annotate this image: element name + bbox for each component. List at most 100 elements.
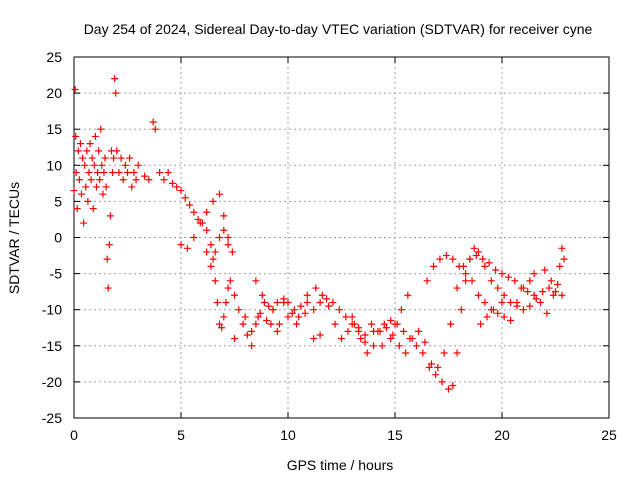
data-point bbox=[539, 288, 547, 296]
data-point bbox=[226, 277, 234, 285]
x-tick-label: 15 bbox=[387, 427, 403, 443]
data-point bbox=[145, 176, 153, 184]
data-point bbox=[387, 317, 395, 325]
data-point bbox=[164, 169, 172, 177]
y-tick-label: 15 bbox=[46, 121, 62, 137]
x-tick-label: 0 bbox=[70, 427, 78, 443]
data-point bbox=[231, 291, 238, 299]
data-point bbox=[243, 331, 251, 339]
data-point bbox=[248, 342, 256, 350]
data-point bbox=[425, 363, 433, 371]
data-point bbox=[556, 262, 564, 270]
data-point bbox=[86, 140, 94, 148]
data-point bbox=[258, 291, 266, 299]
data-point bbox=[537, 298, 545, 306]
data-point bbox=[329, 298, 337, 306]
data-points bbox=[70, 75, 568, 393]
data-point bbox=[267, 320, 275, 328]
data-point bbox=[91, 132, 99, 140]
data-point bbox=[80, 219, 88, 227]
data-point bbox=[260, 298, 268, 306]
data-point bbox=[216, 190, 224, 198]
data-point bbox=[239, 320, 247, 328]
data-point bbox=[203, 248, 211, 256]
data-point bbox=[511, 277, 519, 285]
data-point bbox=[213, 298, 221, 306]
data-point bbox=[474, 291, 482, 299]
data-point bbox=[92, 183, 100, 191]
data-point bbox=[109, 169, 117, 177]
data-point bbox=[335, 306, 343, 314]
data-point bbox=[181, 194, 189, 202]
data-point bbox=[112, 89, 120, 97]
data-point bbox=[507, 298, 515, 306]
data-point bbox=[449, 382, 457, 390]
data-point bbox=[367, 320, 375, 328]
data-point bbox=[415, 327, 423, 335]
data-point bbox=[121, 161, 129, 169]
data-point bbox=[331, 320, 339, 328]
data-point bbox=[88, 154, 96, 162]
data-point bbox=[363, 349, 371, 357]
data-point bbox=[211, 248, 219, 256]
data-point bbox=[526, 302, 534, 310]
data-point bbox=[325, 302, 333, 310]
data-point bbox=[119, 176, 127, 184]
data-point bbox=[102, 183, 110, 191]
data-point bbox=[400, 327, 408, 335]
data-point bbox=[84, 197, 92, 205]
data-point bbox=[408, 335, 416, 343]
data-point bbox=[466, 255, 474, 263]
data-point bbox=[549, 291, 557, 299]
data-point bbox=[151, 125, 159, 133]
data-point bbox=[391, 320, 399, 328]
data-point bbox=[241, 313, 249, 321]
data-point bbox=[89, 205, 97, 213]
data-point bbox=[404, 291, 412, 299]
data-point bbox=[427, 360, 435, 368]
data-point bbox=[113, 147, 121, 155]
data-point bbox=[207, 262, 215, 270]
data-point bbox=[295, 313, 303, 321]
data-point bbox=[389, 331, 397, 339]
data-point bbox=[440, 349, 448, 357]
data-point bbox=[387, 335, 395, 343]
data-point bbox=[361, 338, 369, 346]
data-point bbox=[220, 212, 228, 220]
data-point bbox=[447, 320, 455, 328]
data-point bbox=[99, 190, 107, 198]
data-point bbox=[216, 234, 224, 241]
y-axis-ticks: 25 20 15 10 5 0 -5 -10 -15 -20 -25 bbox=[42, 49, 609, 426]
data-point bbox=[357, 335, 365, 343]
data-point bbox=[560, 255, 568, 263]
data-point bbox=[211, 277, 219, 285]
data-point bbox=[196, 219, 204, 227]
data-point bbox=[449, 255, 457, 263]
x-tick-label: 10 bbox=[280, 427, 296, 443]
data-point bbox=[436, 255, 444, 263]
data-point bbox=[472, 252, 480, 260]
data-point bbox=[273, 327, 281, 335]
data-point bbox=[462, 270, 470, 278]
data-point bbox=[507, 317, 515, 325]
data-point bbox=[483, 313, 491, 321]
data-point bbox=[541, 266, 549, 274]
data-point bbox=[513, 298, 521, 306]
data-point bbox=[504, 273, 512, 281]
data-point bbox=[194, 215, 202, 223]
data-point bbox=[173, 183, 181, 191]
series-cyne-a bbox=[70, 75, 566, 393]
data-point bbox=[530, 291, 538, 299]
data-point bbox=[318, 291, 326, 299]
data-point bbox=[183, 244, 191, 252]
data-point bbox=[498, 270, 506, 278]
data-point bbox=[224, 234, 232, 241]
data-point bbox=[134, 161, 142, 169]
data-point bbox=[87, 176, 95, 184]
data-point bbox=[82, 183, 90, 191]
data-point bbox=[290, 306, 298, 314]
data-point bbox=[168, 179, 176, 187]
data-point bbox=[312, 284, 320, 292]
data-point bbox=[519, 306, 527, 314]
data-point bbox=[203, 208, 211, 216]
